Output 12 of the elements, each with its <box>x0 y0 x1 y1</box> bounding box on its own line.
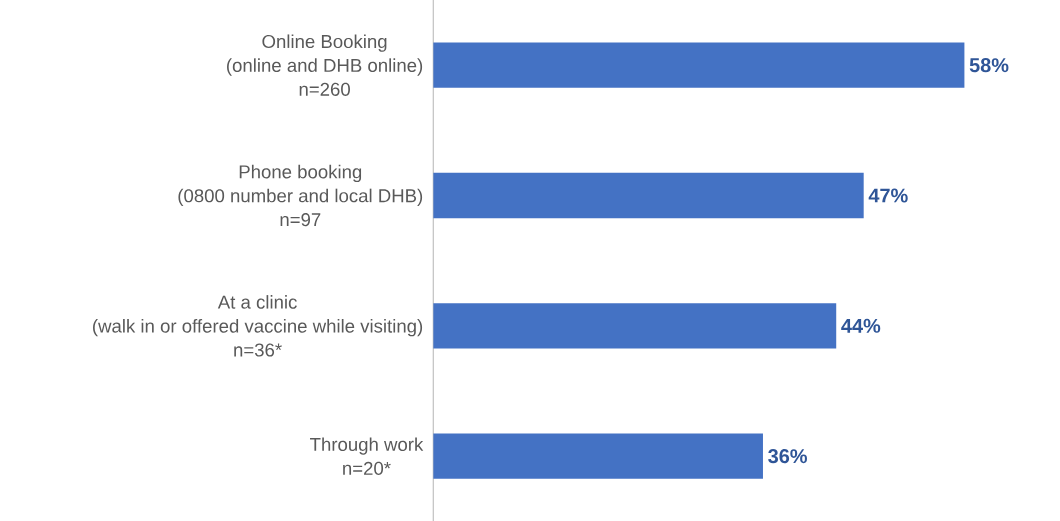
bar <box>433 42 965 88</box>
bar <box>433 303 837 349</box>
bar <box>433 433 763 479</box>
y-tick-label: At a clinic (walk in or offered vaccine while visiting) n=36* <box>93 294 423 357</box>
data-label: 47% <box>868 188 908 203</box>
y-tick-label: Phone booking (0800 number and local DHB) n=97 <box>178 164 423 227</box>
data-label: 36% <box>768 448 807 464</box>
data-label: 44% <box>841 318 881 333</box>
y-tick-label: Through work n=20* <box>310 437 424 475</box>
bar <box>433 172 864 219</box>
data-label: 58% <box>969 57 1009 73</box>
y-tick-label: Online Booking (online and DHB online) n=260 <box>227 34 423 96</box>
